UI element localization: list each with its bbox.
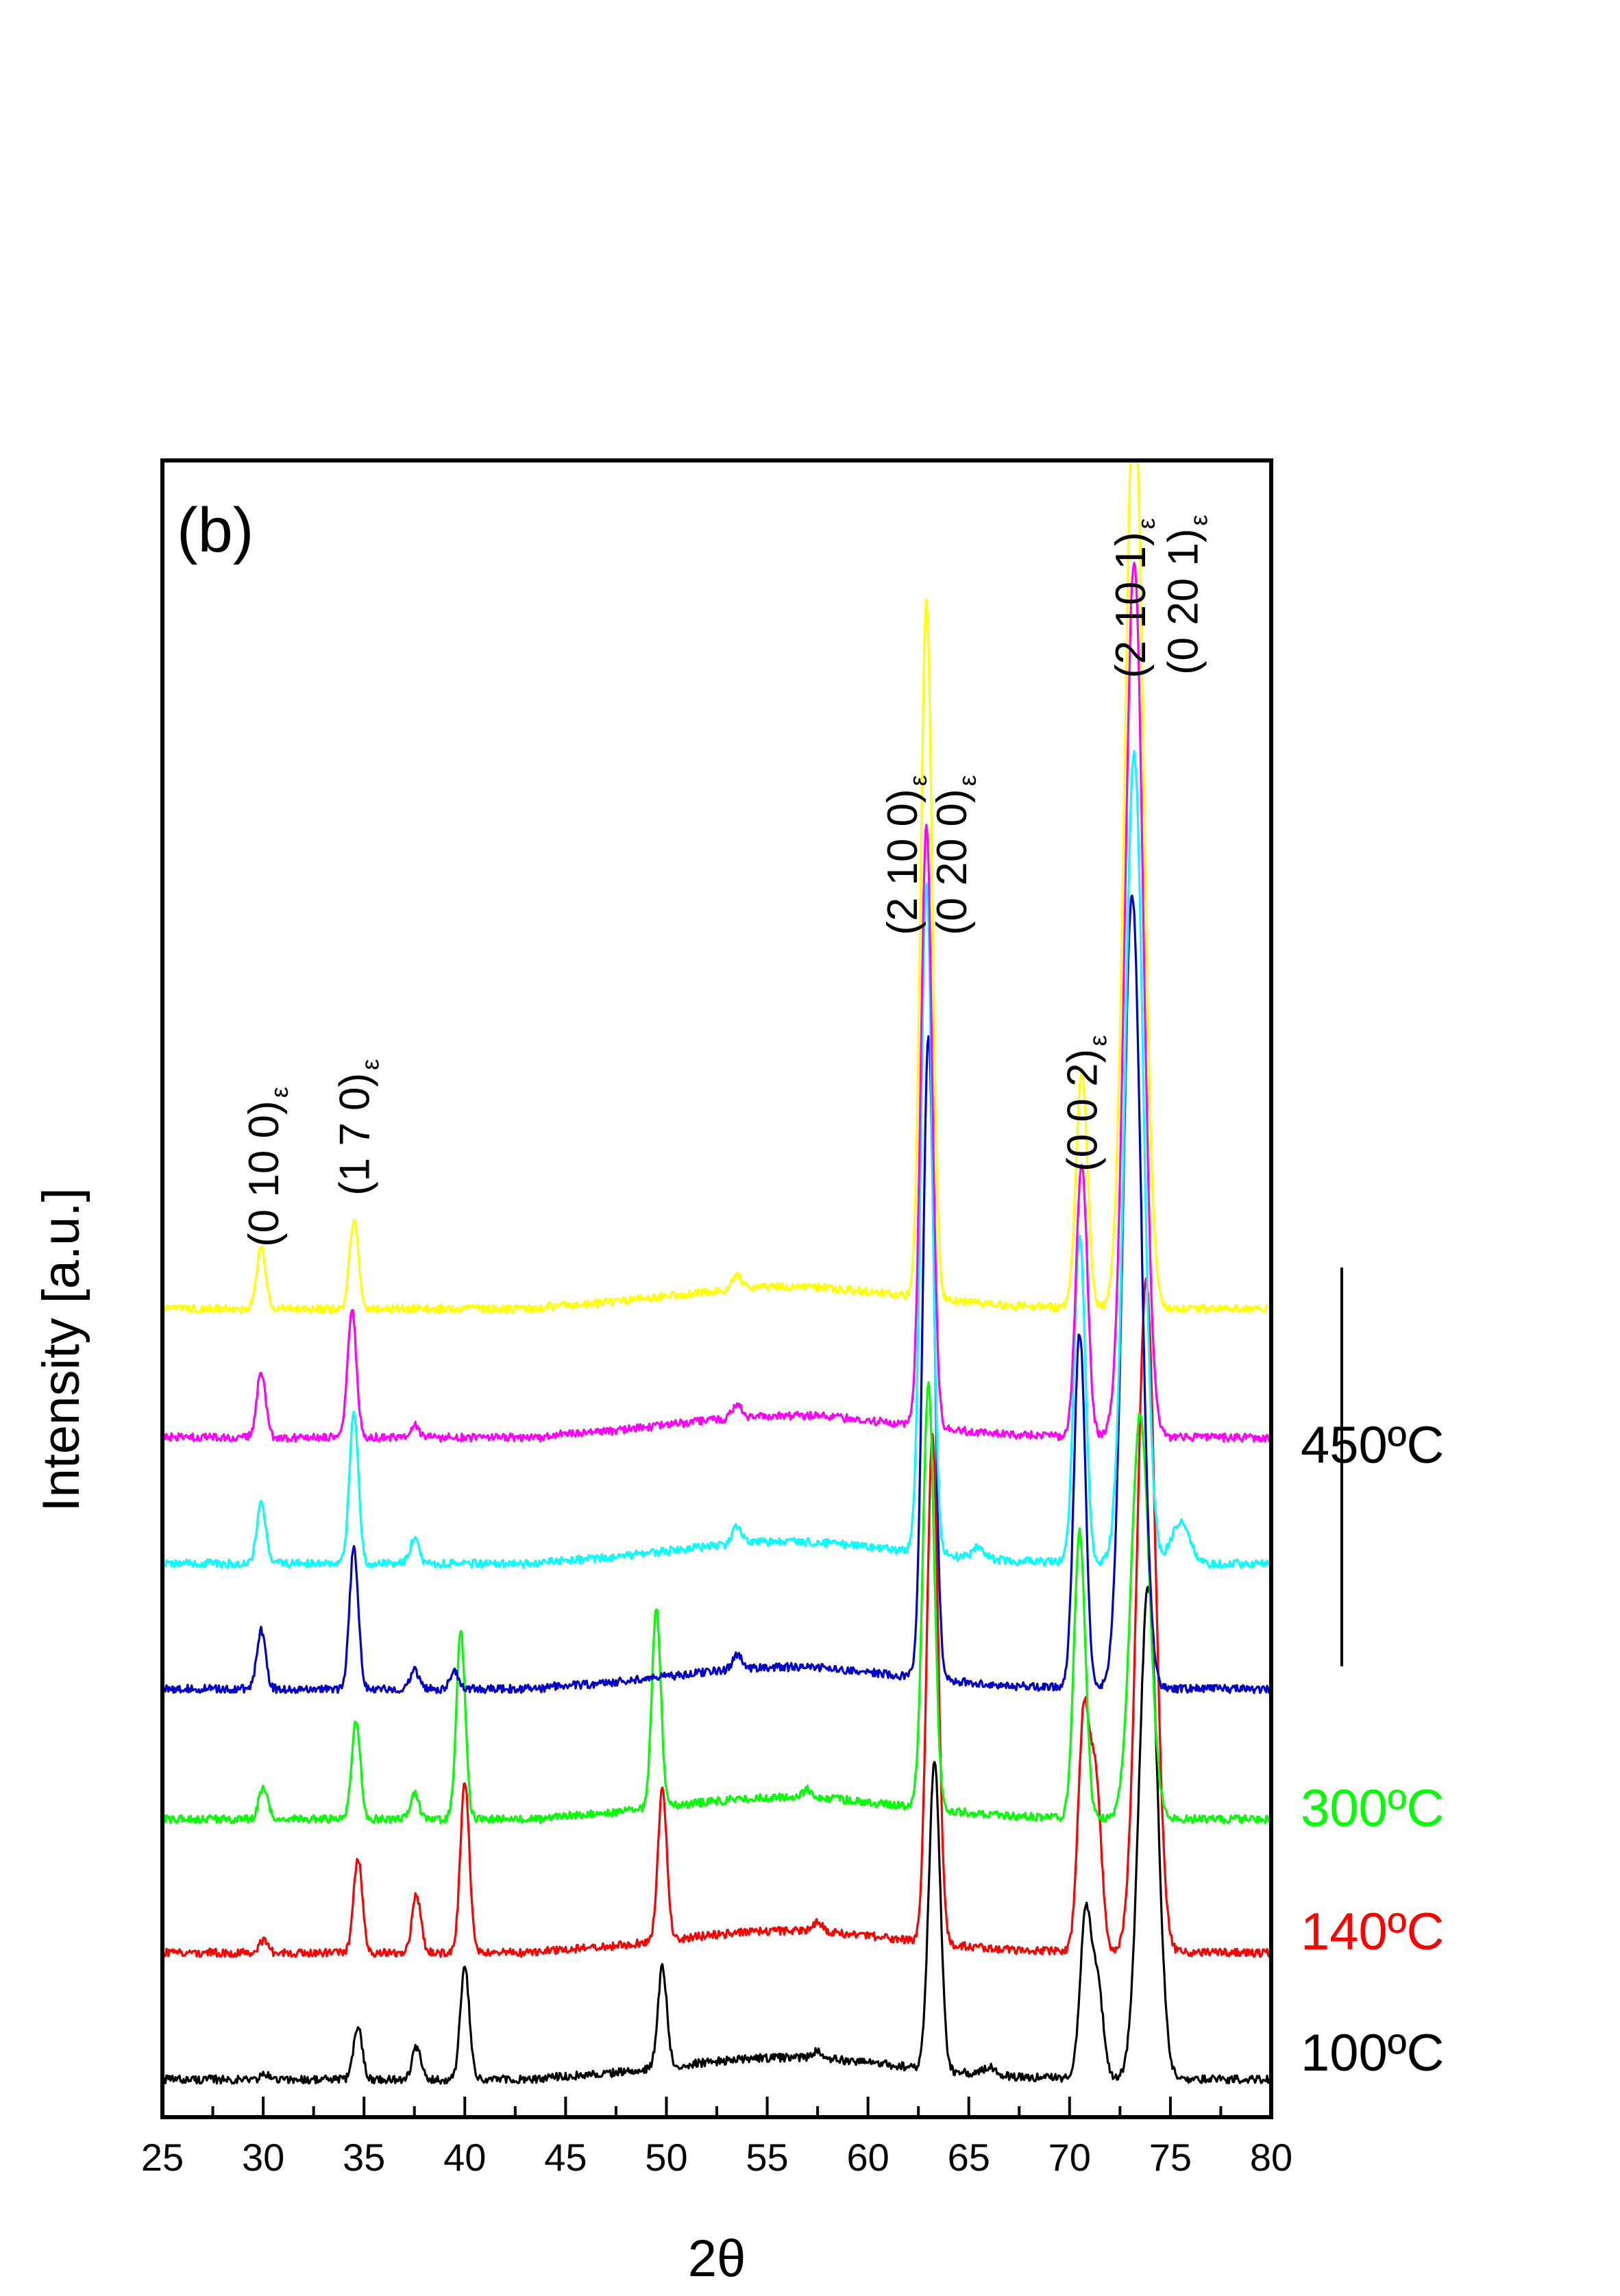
series-line-3 (161, 1381, 1273, 1825)
peak-label-text: (0 0 2) (1059, 1049, 1107, 1172)
x-tick-label: 25 (141, 2136, 184, 2179)
temperature-label: 100ºC (1301, 2024, 1444, 2082)
peak-label-subscript: ε (265, 1087, 293, 1098)
x-tick-label: 65 (948, 2136, 990, 2179)
x-tick-label: 40 (443, 2136, 486, 2179)
x-tick-label: 55 (746, 2136, 788, 2179)
temperature-label: 140ºC (1301, 1903, 1444, 1961)
series-line-5 (162, 750, 1273, 1569)
temperature-labels: 100ºC 140ºC 300ºC 450ºC (1301, 1416, 1444, 2082)
series-line-2 (161, 1276, 1273, 1958)
y-axis-label: Intensity [a.u.] (32, 1187, 90, 1511)
x-tick-label: 45 (544, 2136, 587, 2179)
x-axis-label: 2θ (688, 2230, 746, 2288)
panel-label: (b) (177, 495, 254, 565)
series-line-7 (162, 460, 1273, 1314)
peak-label: (0 10 0) ε (241, 1087, 293, 1247)
x-tick-label: 50 (645, 2136, 687, 2179)
x-axis: 25 30 35 40 45 50 55 60 65 70 75 80 (141, 2097, 1292, 2179)
peak-label-text: (0 10 0) (241, 1100, 288, 1247)
peak-label-text: (0 20 1) (1160, 528, 1207, 675)
temperature-label: 450ºC (1301, 1416, 1444, 1474)
peak-label: (2 10 0) ε (0 20 0) ε (879, 775, 981, 935)
peak-label: (0 20 1) ε (1160, 515, 1213, 675)
peak-label-subscript: ε (1084, 1035, 1112, 1046)
peak-label-text: (2 10 1) (1107, 532, 1155, 678)
series-curves (161, 460, 1273, 2085)
peak-label-subscript: ε (356, 1059, 384, 1070)
series-line-1 (161, 1585, 1273, 2085)
peak-label: (0 0 2) ε (1059, 1035, 1112, 1172)
x-tick-label: 70 (1048, 2136, 1091, 2179)
peak-label-text: (2 10 0) (879, 789, 926, 935)
peak-label-text: (0 20 0) (929, 789, 976, 935)
peak-label: (2 10 1) ε (1107, 518, 1160, 678)
x-tick-label: 30 (242, 2136, 284, 2179)
peak-label: (1 7 0) ε (332, 1059, 384, 1196)
peak-label-subscript: ε (1185, 515, 1213, 526)
x-tick-label: 60 (846, 2136, 889, 2179)
peak-label-text: (1 7 0) (332, 1073, 379, 1196)
peak-label-subscript: ε (1132, 518, 1160, 529)
series-line-4 (161, 894, 1272, 1694)
peak-label-subscript: ε (953, 775, 981, 786)
peak-labels: (0 10 0)ε (1 7 0)ε(2 10 0)ε(0 20 0)ε(0 0 … (241, 515, 1213, 1247)
x-tick-label: 35 (343, 2136, 385, 2179)
x-tick-label: 80 (1250, 2136, 1292, 2179)
peak-label-subscript: ε (904, 775, 932, 786)
temperature-label: 300ºC (1301, 1779, 1444, 1838)
x-tick-label: 75 (1149, 2136, 1192, 2179)
series-line-6 (161, 561, 1273, 1443)
